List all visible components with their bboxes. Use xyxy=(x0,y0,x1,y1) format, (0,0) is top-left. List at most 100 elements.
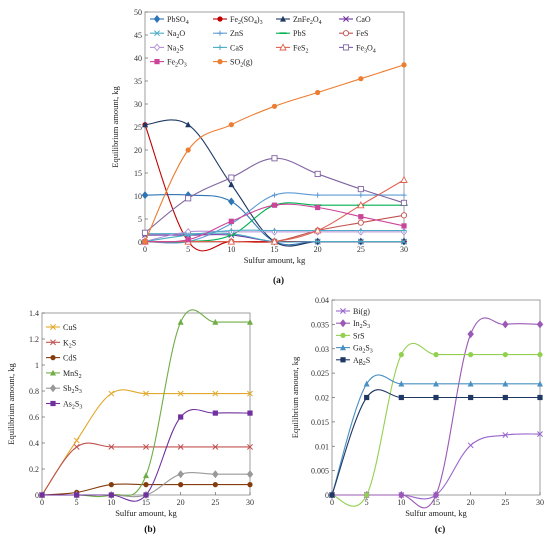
x-tick-label: 20 xyxy=(314,245,322,254)
data-point xyxy=(401,238,407,245)
data-point xyxy=(358,214,364,220)
data-point xyxy=(537,394,543,401)
data-point xyxy=(271,192,278,198)
x-tick-label: 20 xyxy=(467,498,475,507)
legend-swatch-marker xyxy=(217,44,223,50)
x-tick-label: 0 xyxy=(143,245,147,254)
legend-label: FeS2 xyxy=(293,43,308,54)
x-tick-label: 15 xyxy=(432,498,440,507)
legend-swatch-marker xyxy=(154,59,160,65)
data-point xyxy=(212,482,218,488)
data-point xyxy=(177,318,184,325)
legend-item: Ga2S3 xyxy=(336,344,373,355)
x-tick-label: 5 xyxy=(365,498,369,507)
data-point xyxy=(228,174,235,181)
y-tick-label: 0.01 xyxy=(315,442,329,451)
data-point xyxy=(502,394,508,401)
x-tick-label: 25 xyxy=(211,498,219,507)
legend-swatch-marker xyxy=(50,400,56,407)
y-axis-label: Equilibrium amount, kg xyxy=(290,356,300,438)
data-point xyxy=(433,380,439,387)
x-tick-label: 15 xyxy=(142,498,150,507)
data-point xyxy=(398,380,405,387)
data-point xyxy=(73,437,80,444)
legend-label: In2S3 xyxy=(353,319,370,330)
legend-label: Fe2O3 xyxy=(167,58,187,69)
legend-label: Ag2S xyxy=(353,356,370,367)
x-tick-label: 10 xyxy=(397,498,405,507)
data-point xyxy=(228,218,234,224)
data-point xyxy=(364,394,370,401)
data-point xyxy=(247,482,253,488)
data-point xyxy=(212,318,219,325)
legend-swatch-marker xyxy=(217,59,223,65)
y-tick-label: 25 xyxy=(134,123,142,132)
data-point xyxy=(246,470,254,479)
data-point xyxy=(143,472,149,479)
data-point xyxy=(142,238,148,245)
y-tick-label: 0.4 xyxy=(29,439,39,448)
series-line xyxy=(41,442,250,496)
legend-item: Ag2S xyxy=(336,356,370,367)
data-point xyxy=(247,390,253,397)
x-tick-label: 20 xyxy=(177,498,185,507)
data-point xyxy=(227,237,236,245)
x-tick-label: 25 xyxy=(501,498,509,507)
data-point xyxy=(74,492,80,498)
data-point xyxy=(178,482,184,488)
data-point xyxy=(467,330,474,339)
x-tick-label: 15 xyxy=(271,245,279,254)
legend-item: Na2O xyxy=(150,29,185,40)
legend-item: K2S xyxy=(46,338,76,349)
data-point xyxy=(212,410,218,416)
data-point xyxy=(247,410,253,416)
legend-label: CaO xyxy=(356,15,371,24)
x-tick-label: 30 xyxy=(536,498,544,507)
legend-label: Fe3O4 xyxy=(356,43,376,54)
data-point xyxy=(143,443,149,450)
data-point xyxy=(358,192,364,198)
legend-item: Fe3O4 xyxy=(339,43,376,54)
chart-panel-b: 0 5 10 15 20 25 30 0 0.2 0.4 0.6 0.8 1 1.2 1.4 Sulfur a… xyxy=(6,309,254,535)
y-tick-label: 0.8 xyxy=(29,387,39,396)
legend-label: ZnFe2O4 xyxy=(293,15,322,26)
data-point xyxy=(433,352,439,358)
legend-item: CuS xyxy=(46,323,77,332)
data-point xyxy=(271,227,278,234)
x-tick-label: 25 xyxy=(357,245,365,254)
data-point xyxy=(401,62,407,68)
data-point xyxy=(108,390,115,397)
y-tick-label: 0.005 xyxy=(311,467,329,476)
y-tick-label: 15 xyxy=(134,169,142,178)
legend-label: Bi(g) xyxy=(353,307,370,316)
data-point xyxy=(502,432,509,438)
data-point xyxy=(432,491,440,499)
data-point xyxy=(212,443,219,450)
legend-item: Sb2S3 xyxy=(46,384,82,395)
legend-swatch-marker xyxy=(340,344,346,351)
data-point xyxy=(178,414,184,420)
data-point xyxy=(314,238,321,245)
data-point xyxy=(39,492,45,498)
data-point xyxy=(315,204,321,211)
data-point xyxy=(468,352,474,358)
data-point xyxy=(400,175,408,183)
legend-label: FeS xyxy=(356,29,368,38)
legend-label: CuS xyxy=(63,323,77,332)
legend-label: ZnS xyxy=(230,29,243,38)
data-point xyxy=(271,202,278,208)
data-point xyxy=(398,352,404,358)
y-tick-label: 35 xyxy=(134,77,142,86)
legend-swatch-marker xyxy=(154,30,160,37)
legend-item: Bi(g) xyxy=(336,307,370,316)
legend-swatch-marker xyxy=(217,16,223,22)
y-tick-label: 20 xyxy=(134,146,142,155)
chart-panel-c: 0 5 10 15 20 25 30 0 0.005 0.01 0.015 0.02 0.025 0.03… xyxy=(290,296,544,535)
legend-label: Fe2(SO4)3 xyxy=(230,15,263,26)
y-axis-label: Equilibrium amount, kg xyxy=(110,86,120,168)
x-tick-label: 5 xyxy=(75,498,79,507)
data-point xyxy=(142,121,148,128)
legend-item: CaO xyxy=(339,15,371,24)
data-point xyxy=(247,443,253,450)
